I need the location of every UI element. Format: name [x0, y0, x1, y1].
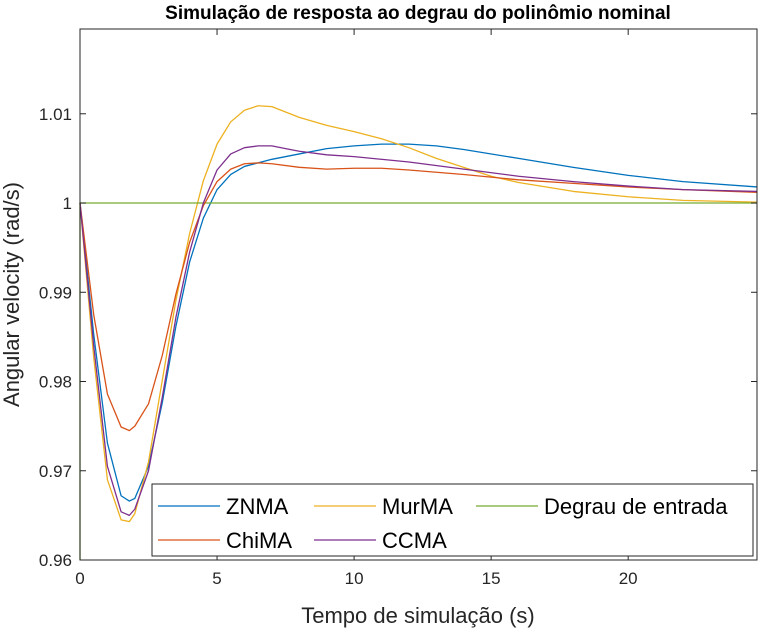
legend-label: ChiMA: [226, 528, 292, 553]
plot-background: [80, 29, 757, 560]
y-axis-label: Angular velocity (rad/s): [0, 182, 24, 407]
series-line-chima: [79, 162, 758, 432]
y-tick-label: 1: [63, 194, 72, 213]
legend-label: ZNMA: [226, 494, 289, 519]
legend: ZNMA MurMA Degrau de entrada ChiMA CCMA: [151, 483, 754, 557]
y-tick-label: 1.01: [39, 105, 72, 124]
legend-label: MurMA: [382, 494, 453, 519]
chart-title: Simulação de resposta ao degrau do polin…: [165, 3, 671, 24]
x-tick-label: 20: [619, 569, 638, 588]
plot-area: 0 5 10 15 20 0.96 0.97 0.98 0.99 1 1.01: [39, 28, 758, 588]
x-tick-label: 15: [482, 569, 501, 588]
series-line-ccma: [79, 145, 758, 517]
y-tick-label: 0.96: [39, 551, 72, 570]
legend-label: CCMA: [382, 528, 447, 553]
axes-box: [79, 28, 758, 561]
x-tick-label: 10: [345, 569, 364, 588]
x-axis-label: Tempo de simulação (s): [301, 603, 535, 628]
legend-label: Degrau de entrada: [544, 494, 728, 519]
x-tick-label: 5: [212, 569, 221, 588]
x-tick-label: 0: [75, 569, 84, 588]
legend-box: [151, 483, 754, 557]
series-line-znma: [79, 143, 758, 502]
y-tick-label: 0.99: [39, 283, 72, 302]
y-tick-label: 0.98: [39, 373, 72, 392]
y-tick-label: 0.97: [39, 462, 72, 481]
